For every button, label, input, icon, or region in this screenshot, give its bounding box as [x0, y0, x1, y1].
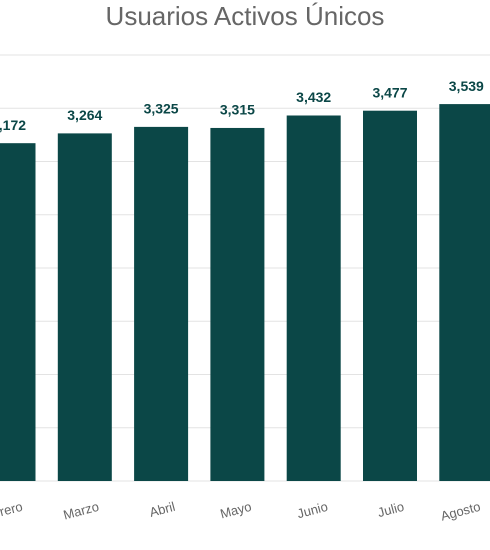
- bar: [286, 115, 341, 481]
- x-tick-label: Agosto: [439, 499, 482, 524]
- data-label: 3,172: [0, 117, 26, 133]
- bar: [210, 127, 265, 481]
- x-tick-label: Julio: [376, 499, 406, 520]
- data-label: 3,432: [296, 89, 331, 105]
- data-label: 3,264: [67, 107, 102, 123]
- x-tick-label: Abril: [148, 499, 177, 520]
- data-label: 3,325: [144, 101, 179, 117]
- data-label: 3,477: [372, 84, 407, 100]
- data-label: 3,315: [220, 102, 255, 118]
- x-tick-label: Mayo: [218, 499, 253, 522]
- data-label: 3,539: [449, 78, 484, 94]
- bar: [0, 143, 36, 481]
- chart-title: Usuarios Activos Únicos: [106, 1, 385, 31]
- bar: [439, 104, 490, 481]
- x-tick-label: Marzo: [62, 499, 101, 523]
- bar: [363, 110, 417, 482]
- bar: [134, 126, 189, 481]
- bar: [57, 133, 112, 481]
- x-tick-label: Febrero: [0, 499, 24, 525]
- x-tick-label: Junio: [295, 499, 329, 522]
